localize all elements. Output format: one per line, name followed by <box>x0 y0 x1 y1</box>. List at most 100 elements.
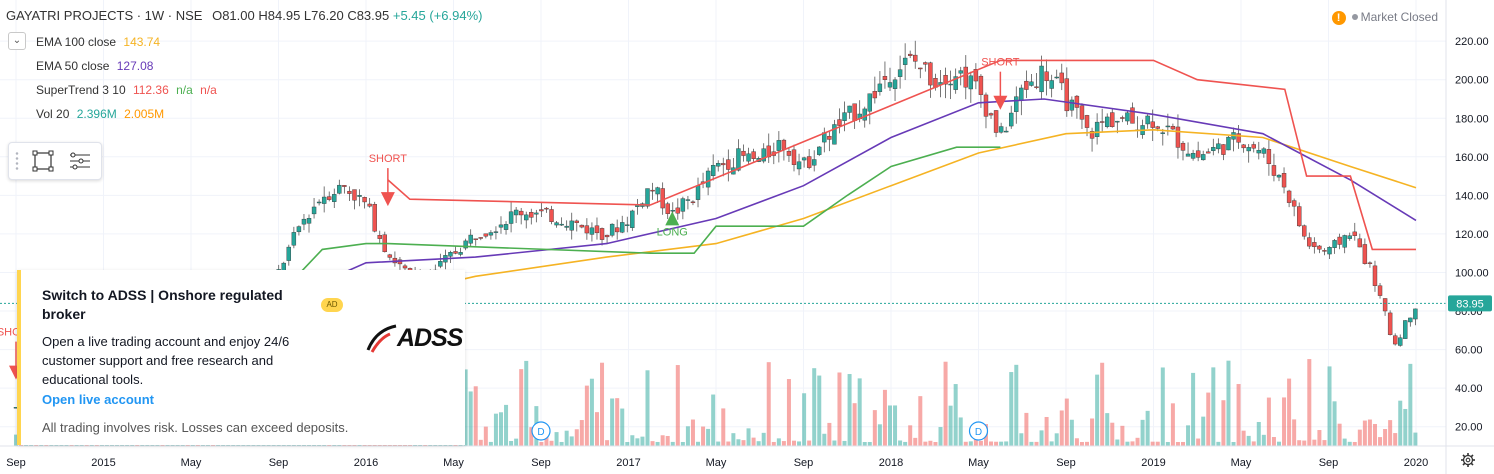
candle-body <box>1089 131 1095 139</box>
volume-bar <box>1332 401 1337 446</box>
volume-bar <box>1393 433 1398 446</box>
candle-body <box>1281 173 1287 188</box>
candle-body <box>1256 150 1261 154</box>
legend-supertrend[interactable]: SuperTrend 3 10 112.36 n/a n/a <box>36 83 217 97</box>
volume-bar <box>958 417 963 446</box>
volume-bar <box>1145 410 1150 446</box>
volume-bar <box>1367 419 1372 446</box>
volume-bar <box>1054 433 1059 446</box>
candle-body <box>867 93 872 112</box>
candle-body <box>690 201 696 204</box>
legend-ema100[interactable]: EMA 100 close 143.74 <box>36 35 160 49</box>
candle-body <box>488 232 494 236</box>
volume-bar <box>1372 423 1377 446</box>
open-live-account-link[interactable]: Open live account <box>42 392 154 407</box>
candle-body <box>1372 265 1378 286</box>
candle-body <box>645 188 650 207</box>
volume-bar <box>776 438 781 446</box>
volume-bar <box>928 440 933 446</box>
candle-body <box>766 145 771 158</box>
chart-settings-icon[interactable] <box>1460 452 1476 468</box>
candle-body <box>812 159 817 166</box>
indicator-value: 143.74 <box>123 35 161 49</box>
volume-bar <box>1271 437 1276 446</box>
candle-body <box>1392 335 1398 345</box>
volume-bar <box>812 368 817 446</box>
volume-bar <box>1034 441 1039 446</box>
settings-lines-icon[interactable] <box>65 147 93 175</box>
candle-body <box>569 220 574 231</box>
volume-bar <box>1206 392 1211 446</box>
volume-bar <box>887 405 892 446</box>
candle-body <box>296 226 302 233</box>
x-tick-label: 2016 <box>354 457 378 469</box>
volume-bar <box>680 441 685 446</box>
candle-body <box>761 148 766 162</box>
volume-bar <box>852 403 857 446</box>
indicator-name: EMA 100 close <box>36 35 117 49</box>
candle-body <box>806 156 812 168</box>
candle-body <box>988 113 994 116</box>
candle-body <box>453 251 458 254</box>
signal-annotations: SHORTLONGSHORTSHORTDD <box>0 57 1020 441</box>
candle-body <box>953 76 958 90</box>
volume-bar <box>968 441 973 446</box>
volume-bar <box>857 378 862 446</box>
candle-body <box>918 67 923 70</box>
indicator-value-2: n/a <box>176 83 193 97</box>
candle-body <box>741 150 746 156</box>
candle-body <box>524 214 529 221</box>
ohlc-values: O81.00 H84.95 L76.20 C83.95 +5.45 (+6.94… <box>212 8 482 23</box>
volume-bar <box>605 440 610 446</box>
candle-body <box>357 195 362 197</box>
candle-body <box>549 209 554 222</box>
candle-body <box>963 66 968 88</box>
short-arrow-icon <box>380 192 395 207</box>
x-tick-label: May <box>1231 457 1252 469</box>
symbol-title[interactable]: GAYATRI PROJECTS · 1W · NSE <box>6 8 203 23</box>
ad-banner[interactable]: Switch to ADSS | Onshore regulated broke… <box>17 270 465 445</box>
volume-bar <box>524 360 529 446</box>
drag-handle-icon[interactable] <box>15 151 19 171</box>
volume-bar <box>716 441 721 446</box>
volume-bar <box>630 435 635 446</box>
dividend-event-icon <box>531 421 551 441</box>
candle-body <box>306 218 312 224</box>
candle-body <box>1352 231 1357 236</box>
volume-bar <box>635 438 640 446</box>
candle-body <box>1009 112 1014 127</box>
candle-body <box>1296 206 1302 227</box>
volume-bar <box>1181 441 1186 446</box>
market-status[interactable]: ! Market Closed <box>1331 10 1438 25</box>
candle-body <box>746 153 751 162</box>
candle-body <box>594 225 600 234</box>
collapse-legend-button[interactable]: ⌄ <box>8 32 26 50</box>
candle-body <box>801 157 807 161</box>
indicator-name: Vol 20 <box>36 107 70 121</box>
candle-body <box>1211 147 1216 151</box>
legend-ema50[interactable]: EMA 50 close 127.08 <box>36 59 153 73</box>
candle-body <box>458 252 463 255</box>
candle-body <box>1342 235 1347 248</box>
status-dot-icon <box>1351 14 1358 21</box>
candle-body <box>539 209 544 212</box>
volume-bar <box>1160 367 1165 446</box>
volume-bar <box>589 378 594 446</box>
candle-body <box>362 197 367 203</box>
y-tick-label: 200.00 <box>1455 75 1489 87</box>
volume-bar <box>1347 441 1352 446</box>
volume-bar <box>781 441 786 446</box>
legend-volume[interactable]: Vol 20 2.396M 2.005M <box>36 107 164 121</box>
candle-body <box>1115 120 1120 123</box>
candle-body <box>599 228 605 240</box>
volume-bar <box>862 441 867 446</box>
candle-body <box>847 105 852 113</box>
volume-bar <box>1100 362 1105 446</box>
candle-body <box>1029 81 1034 86</box>
rectangle-tool-icon[interactable] <box>29 147 57 175</box>
volume-bar <box>1196 438 1201 446</box>
signal-label: SHORT <box>981 57 1020 69</box>
volume-bar <box>1024 412 1029 446</box>
volume-bar <box>792 440 797 446</box>
candle-body <box>1024 80 1029 90</box>
